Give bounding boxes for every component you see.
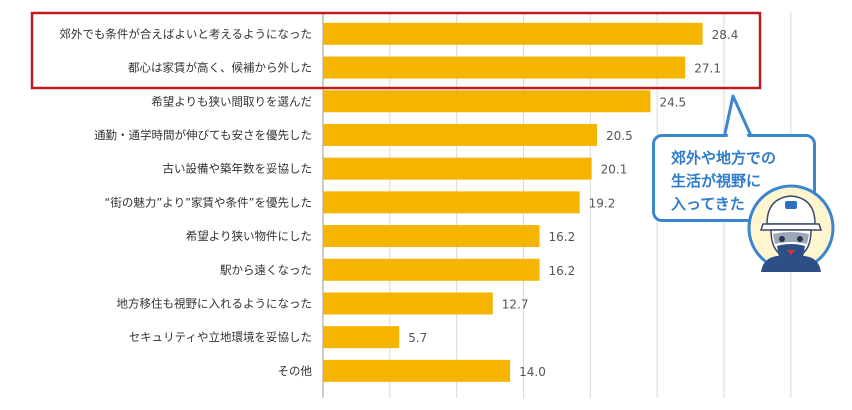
category-label: 古い設備や築年数を妥協した (163, 162, 313, 176)
category-label: セキュリティや立地環境を妥協した (129, 330, 312, 344)
value-label: 20.5 (606, 129, 633, 143)
category-label: 都心は家賃が高く、候補から外した (128, 61, 312, 75)
bar (323, 326, 400, 349)
bar (323, 191, 580, 214)
value-label: 5.7 (408, 331, 427, 345)
mascot-icon (747, 184, 835, 272)
bar (323, 22, 703, 45)
category-label: 通勤・通学時間が伸びても安さを優先した (94, 128, 312, 142)
callout-bubble: 郊外や地方での 生活が視野に 入ってきた (652, 134, 816, 222)
category-label: 地方移住も視野に入れるようになった (117, 296, 313, 310)
value-label: 24.5 (659, 95, 686, 109)
highlight-box (30, 11, 762, 90)
callout-line: 生活が視野に (671, 172, 762, 190)
bar (323, 225, 540, 248)
callout-text: 郊外や地方での 生活が視野に 入ってきた (671, 147, 811, 216)
category-label: 郊外でも条件が合えばよいと考えるようになった (59, 27, 312, 41)
bar (323, 292, 493, 315)
value-label: 20.1 (601, 163, 628, 177)
category-label: 希望より狭い物件にした (186, 229, 312, 243)
category-label: 駅から遠くなった (220, 263, 312, 277)
category-label: 希望よりも狭い間取りを選んだ (151, 94, 312, 108)
category-label: “街の魅力”より”家賃や条件”を優先した (104, 195, 312, 209)
bar (323, 258, 540, 281)
bar (323, 56, 686, 79)
bar (323, 157, 592, 180)
category-label: その他 (278, 364, 313, 378)
value-label: 19.2 (589, 196, 616, 210)
value-label: 27.1 (694, 62, 721, 76)
bar (323, 90, 651, 113)
value-label: 14.0 (519, 365, 546, 379)
callout-line: 入ってきた (671, 195, 745, 213)
value-label: 16.2 (549, 230, 576, 244)
value-label: 12.7 (502, 297, 529, 311)
callout-line: 郊外や地方での (671, 149, 777, 167)
bar (323, 359, 511, 382)
bar (323, 123, 598, 146)
value-label: 16.2 (549, 264, 576, 278)
value-label: 28.4 (712, 28, 739, 42)
